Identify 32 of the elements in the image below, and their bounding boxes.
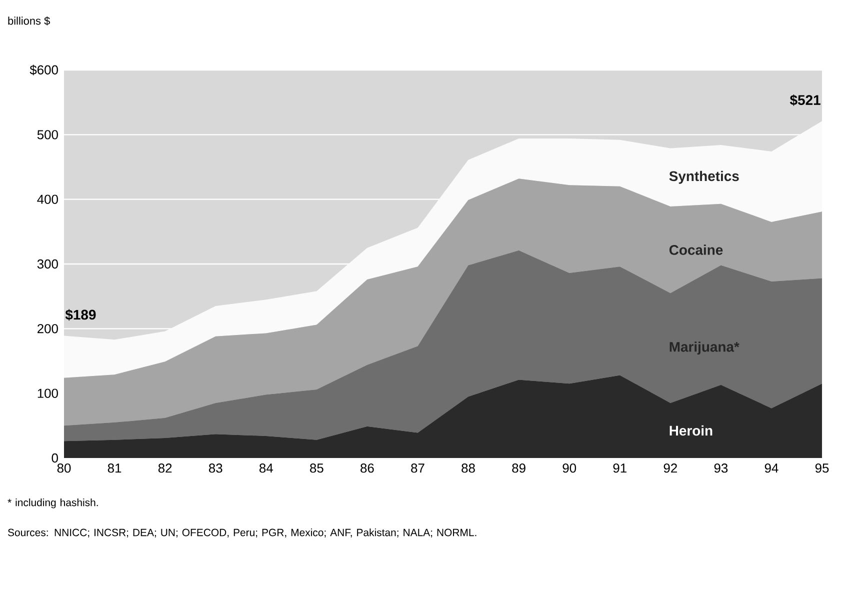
annotation: $521 — [790, 94, 820, 106]
x-tick-label: 93 — [714, 464, 728, 473]
x-tick-label: 88 — [462, 464, 475, 473]
series-label: Cocaine — [669, 244, 723, 255]
x-tick-label: 82 — [158, 464, 172, 473]
x-tick-label: 83 — [208, 464, 222, 473]
source-note: Sources: NNICC; INCSR; DEA; UN; OFECOD, Peru; PGR, Mexico; ANF, Pakistan; NALA; NORML. — [8, 528, 476, 538]
y-tick-label: 100 — [38, 388, 58, 398]
series-label: Heroin — [670, 425, 712, 436]
x-tick-label: 80 — [57, 464, 71, 473]
series-label: Synthetics — [669, 170, 739, 184]
y-tick-label: 500 — [37, 130, 58, 140]
y-tick-label: 300 — [37, 259, 58, 269]
y-tick-label: 200 — [38, 324, 58, 334]
y-tick-label: $600 — [30, 64, 58, 76]
x-tick-label: 94 — [764, 464, 778, 473]
x-tick-label: 91 — [613, 464, 626, 473]
text: * including hashish. — [8, 498, 98, 508]
x-tick-label: 84 — [259, 464, 273, 473]
y-tick-label: 400 — [37, 194, 58, 204]
x-tick-label: 85 — [310, 464, 324, 473]
series-label: Marijuana* — [670, 342, 740, 355]
annotation: $189 — [65, 309, 96, 321]
x-tick-label: 90 — [562, 464, 576, 473]
y-tick-label: 0 — [52, 453, 58, 463]
x-tick-label: 95 — [815, 464, 829, 473]
x-tick-label: 86 — [360, 464, 374, 473]
x-tick-label: 81 — [108, 464, 122, 473]
x-tick-label: 89 — [512, 464, 526, 473]
y-axis-title: billions $ — [8, 16, 50, 26]
x-tick-label: 92 — [664, 464, 677, 473]
x-tick-label: 87 — [411, 464, 424, 473]
